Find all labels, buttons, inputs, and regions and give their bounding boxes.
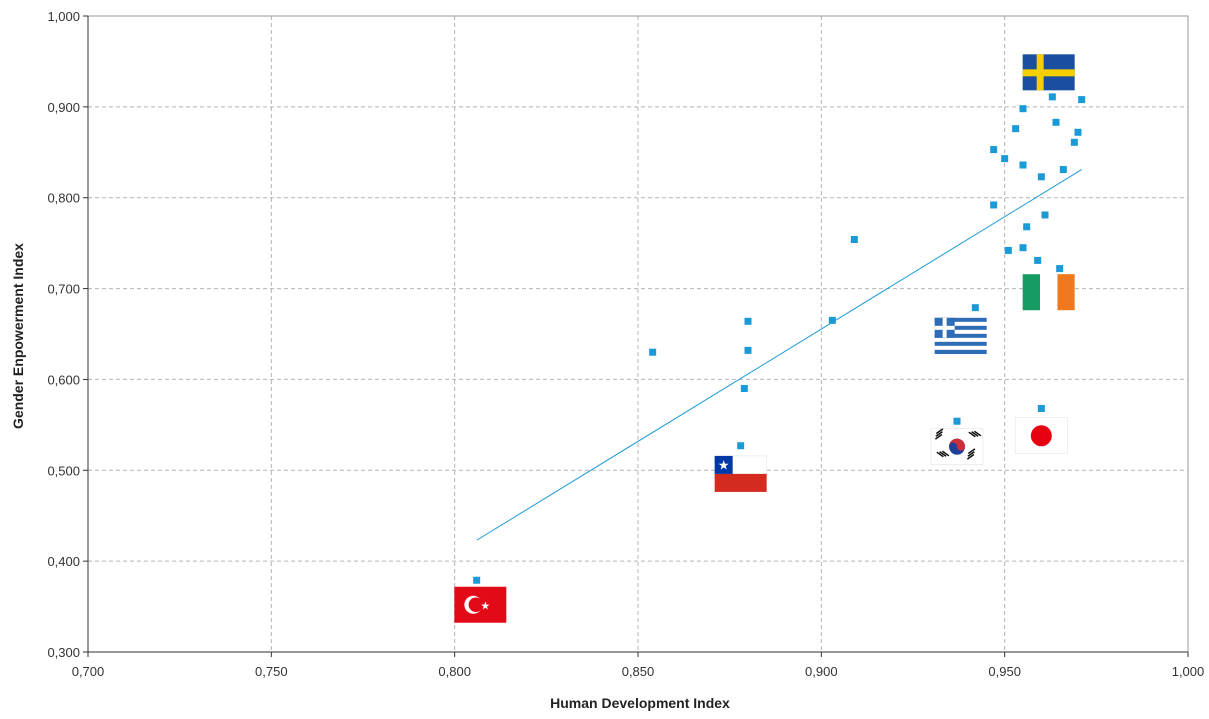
y-tick-label: 1,000 bbox=[47, 9, 80, 24]
x-tick-label: 0,850 bbox=[622, 664, 655, 679]
data-point bbox=[1012, 125, 1020, 133]
y-tick-label: 0,400 bbox=[47, 554, 80, 569]
data-point bbox=[1041, 211, 1049, 219]
data-point bbox=[990, 146, 998, 154]
y-tick-label: 0,500 bbox=[47, 463, 80, 478]
y-tick-label: 0,800 bbox=[47, 191, 80, 206]
data-point bbox=[971, 304, 979, 312]
data-points bbox=[473, 93, 1086, 584]
y-tick-label: 0,700 bbox=[47, 282, 80, 297]
grid bbox=[88, 16, 1188, 652]
svg-text:★: ★ bbox=[480, 600, 490, 612]
sweden-flag-icon bbox=[1022, 54, 1075, 91]
x-tick-label: 0,700 bbox=[72, 664, 105, 679]
x-axis-title: Human Development Index bbox=[550, 695, 730, 711]
data-point bbox=[1059, 166, 1067, 174]
japan-flag-icon bbox=[1015, 417, 1068, 455]
data-point bbox=[850, 236, 858, 244]
data-point bbox=[1019, 105, 1027, 113]
svg-text:★: ★ bbox=[718, 457, 730, 472]
x-tick-label: 0,950 bbox=[988, 664, 1021, 679]
data-point bbox=[1004, 246, 1012, 254]
data-point bbox=[744, 346, 752, 354]
data-point bbox=[1019, 244, 1027, 252]
data-point bbox=[1074, 128, 1082, 136]
data-point bbox=[1037, 405, 1045, 413]
data-point bbox=[1019, 161, 1027, 169]
data-point bbox=[737, 442, 745, 450]
y-tick-label: 0,600 bbox=[47, 372, 80, 387]
data-point bbox=[1023, 223, 1031, 231]
data-point bbox=[1001, 155, 1009, 163]
x-tick-label: 0,900 bbox=[805, 664, 838, 679]
data-point bbox=[744, 317, 752, 325]
trendline-layer bbox=[476, 169, 1082, 541]
axes bbox=[83, 15, 1189, 657]
chile-flag-icon: ★ bbox=[714, 455, 767, 492]
data-point bbox=[1034, 256, 1042, 264]
tick-labels: 0,700 0,750 0,800 0,850 0,900 0,950 1,000 0,300… bbox=[47, 9, 1204, 679]
data-point bbox=[1052, 118, 1060, 126]
flag-icons: ★★ bbox=[454, 54, 1075, 623]
data-point bbox=[953, 417, 961, 425]
x-tick-label: 0,750 bbox=[255, 664, 288, 679]
data-point bbox=[1037, 173, 1045, 181]
data-point bbox=[828, 316, 836, 324]
data-point bbox=[649, 348, 657, 356]
y-axis-title: Gender Enpowerment Index bbox=[10, 243, 26, 429]
data-point bbox=[1056, 265, 1064, 273]
data-point bbox=[1078, 96, 1086, 104]
south-korea-flag-icon bbox=[930, 428, 984, 465]
data-point bbox=[990, 201, 998, 209]
trendline bbox=[476, 169, 1082, 541]
y-tick-label: 0,900 bbox=[47, 100, 80, 115]
data-point bbox=[740, 385, 748, 393]
data-point bbox=[1070, 138, 1078, 146]
x-tick-label: 1,000 bbox=[1172, 664, 1205, 679]
turkey-flag-icon: ★ bbox=[454, 586, 507, 623]
data-point bbox=[473, 576, 481, 584]
ireland-flag-icon bbox=[1022, 274, 1075, 311]
greece-flag-icon bbox=[934, 317, 987, 355]
x-tick-label: 0,800 bbox=[438, 664, 471, 679]
data-point bbox=[1048, 93, 1056, 101]
y-tick-label: 0,300 bbox=[47, 645, 80, 660]
